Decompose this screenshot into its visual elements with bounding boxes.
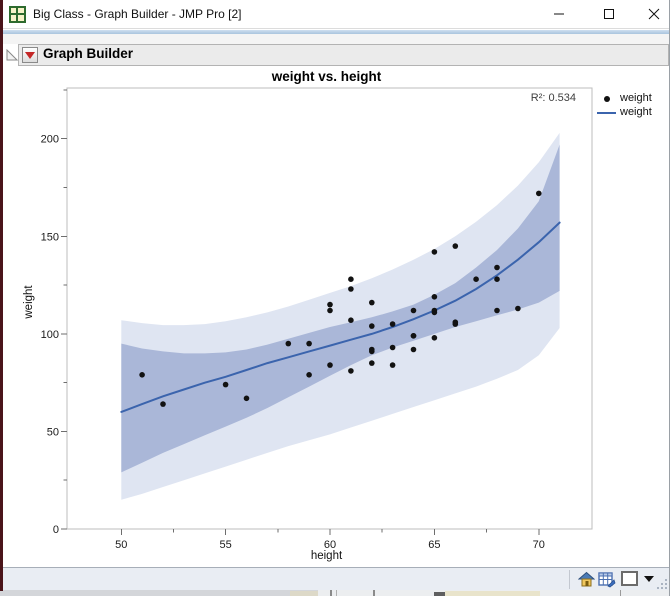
- legend-item-smoother[interactable]: weight: [596, 106, 668, 120]
- data-point[interactable]: [369, 360, 375, 366]
- titlebar-accent-strip: [3, 30, 669, 34]
- data-point[interactable]: [243, 395, 250, 402]
- data-point[interactable]: [222, 381, 229, 388]
- data-point[interactable]: [348, 317, 354, 323]
- data-point[interactable]: [515, 305, 521, 312]
- data-point[interactable]: [327, 362, 333, 368]
- data-point[interactable]: [494, 307, 500, 314]
- maximize-icon: [604, 9, 614, 19]
- data-point[interactable]: [327, 307, 333, 314]
- maximize-button[interactable]: [592, 0, 626, 28]
- data-point[interactable]: [494, 276, 500, 282]
- data-point[interactable]: [431, 307, 438, 314]
- background-window-fragment: [373, 590, 375, 596]
- jmp-table-icon: [9, 6, 26, 23]
- red-triangle-icon: [25, 52, 35, 59]
- y-tick-label[interactable]: 150: [41, 231, 59, 243]
- report-title: Graph Builder: [43, 46, 134, 61]
- point-marker-swatch: [604, 96, 610, 102]
- data-point[interactable]: [348, 286, 354, 292]
- data-point[interactable]: [285, 340, 292, 347]
- data-point[interactable]: [410, 333, 417, 339]
- legend-label: weight: [620, 92, 652, 104]
- x-tick-label[interactable]: 50: [115, 539, 127, 551]
- x-tick-label[interactable]: 60: [324, 539, 336, 551]
- report-header-row: Graph Builder: [3, 44, 669, 66]
- data-point[interactable]: [369, 323, 375, 329]
- data-point[interactable]: [473, 276, 479, 282]
- left-window-edge: [0, 0, 3, 591]
- data-point[interactable]: [410, 307, 417, 314]
- minimize-button[interactable]: [542, 0, 576, 28]
- data-point[interactable]: [431, 249, 438, 255]
- data-point[interactable]: [369, 346, 375, 353]
- data-table-icon[interactable]: [598, 571, 616, 588]
- r-squared-annotation: R²: 0.534: [530, 92, 576, 104]
- outer-confidence-band: [121, 132, 560, 500]
- y-tick-label[interactable]: 200: [41, 134, 59, 146]
- toolbar-gap: [3, 34, 669, 44]
- background-window-sliver: [0, 590, 669, 596]
- x-tick-label[interactable]: 70: [533, 539, 545, 551]
- line-marker-swatch: [597, 112, 616, 114]
- close-icon: [648, 8, 660, 20]
- x-tick-label[interactable]: 65: [428, 539, 440, 551]
- background-window-fragment: [434, 592, 445, 596]
- minimize-icon: [554, 13, 564, 15]
- title-bar[interactable]: Big Class - Graph Builder - JMP Pro [2]: [3, 0, 669, 29]
- data-point[interactable]: [536, 190, 542, 197]
- data-point[interactable]: [389, 321, 396, 327]
- background-window-fragment: [330, 590, 332, 596]
- status-bar: [3, 567, 669, 590]
- legend-item-points[interactable]: weight: [596, 92, 668, 106]
- window-title: Big Class - Graph Builder - JMP Pro [2]: [33, 7, 242, 21]
- background-window-fragment: [445, 591, 540, 596]
- y-tick-label[interactable]: 50: [47, 426, 59, 438]
- chart-title: weight vs. height: [271, 69, 382, 84]
- data-point[interactable]: [494, 264, 500, 271]
- legend-label: weight: [620, 106, 652, 118]
- inner-confidence-band: [121, 144, 560, 473]
- background-window-fragment: [290, 591, 318, 596]
- y-tick-label[interactable]: 0: [53, 524, 59, 536]
- background-window-fragment: [0, 590, 318, 596]
- close-button[interactable]: [637, 0, 669, 28]
- red-triangle-menu-button[interactable]: [22, 47, 38, 63]
- dropdown-arrow-icon[interactable]: [644, 576, 654, 582]
- scatter-plot[interactable]: 50 55 60 65 70 0 50 100 150 200: [3, 66, 670, 566]
- data-point[interactable]: [431, 335, 438, 341]
- legend: weight weight: [596, 92, 668, 120]
- graph-area: weight vs. height R²: 0.534 weight weigh…: [3, 66, 670, 566]
- status-bar-separator: [569, 570, 570, 589]
- data-point[interactable]: [431, 294, 438, 300]
- home-icon[interactable]: [578, 571, 595, 588]
- plot-frame: [66, 87, 593, 530]
- graph-builder-header: Graph Builder: [18, 44, 669, 66]
- data-point[interactable]: [348, 368, 354, 374]
- data-point[interactable]: [348, 276, 354, 282]
- x-tick-label[interactable]: 55: [220, 539, 232, 551]
- data-point[interactable]: [410, 346, 417, 353]
- data-point[interactable]: [389, 344, 396, 351]
- data-point[interactable]: [369, 299, 375, 306]
- collapse-triangle-icon[interactable]: [6, 49, 18, 61]
- data-point[interactable]: [327, 301, 333, 308]
- background-window-fragment: [620, 590, 621, 596]
- data-point[interactable]: [139, 372, 145, 378]
- resize-grip[interactable]: [654, 576, 667, 589]
- data-point[interactable]: [160, 401, 166, 407]
- data-point[interactable]: [306, 372, 312, 378]
- background-window-fragment: [336, 590, 337, 596]
- data-point[interactable]: [452, 319, 459, 325]
- y-tick-label[interactable]: 100: [41, 329, 59, 341]
- smoother-line: [120, 221, 561, 413]
- x-axis-title[interactable]: height: [310, 550, 343, 562]
- data-point[interactable]: [389, 362, 396, 368]
- data-point[interactable]: [306, 340, 312, 347]
- window-color-swatch[interactable]: [621, 571, 638, 586]
- data-point[interactable]: [452, 243, 459, 249]
